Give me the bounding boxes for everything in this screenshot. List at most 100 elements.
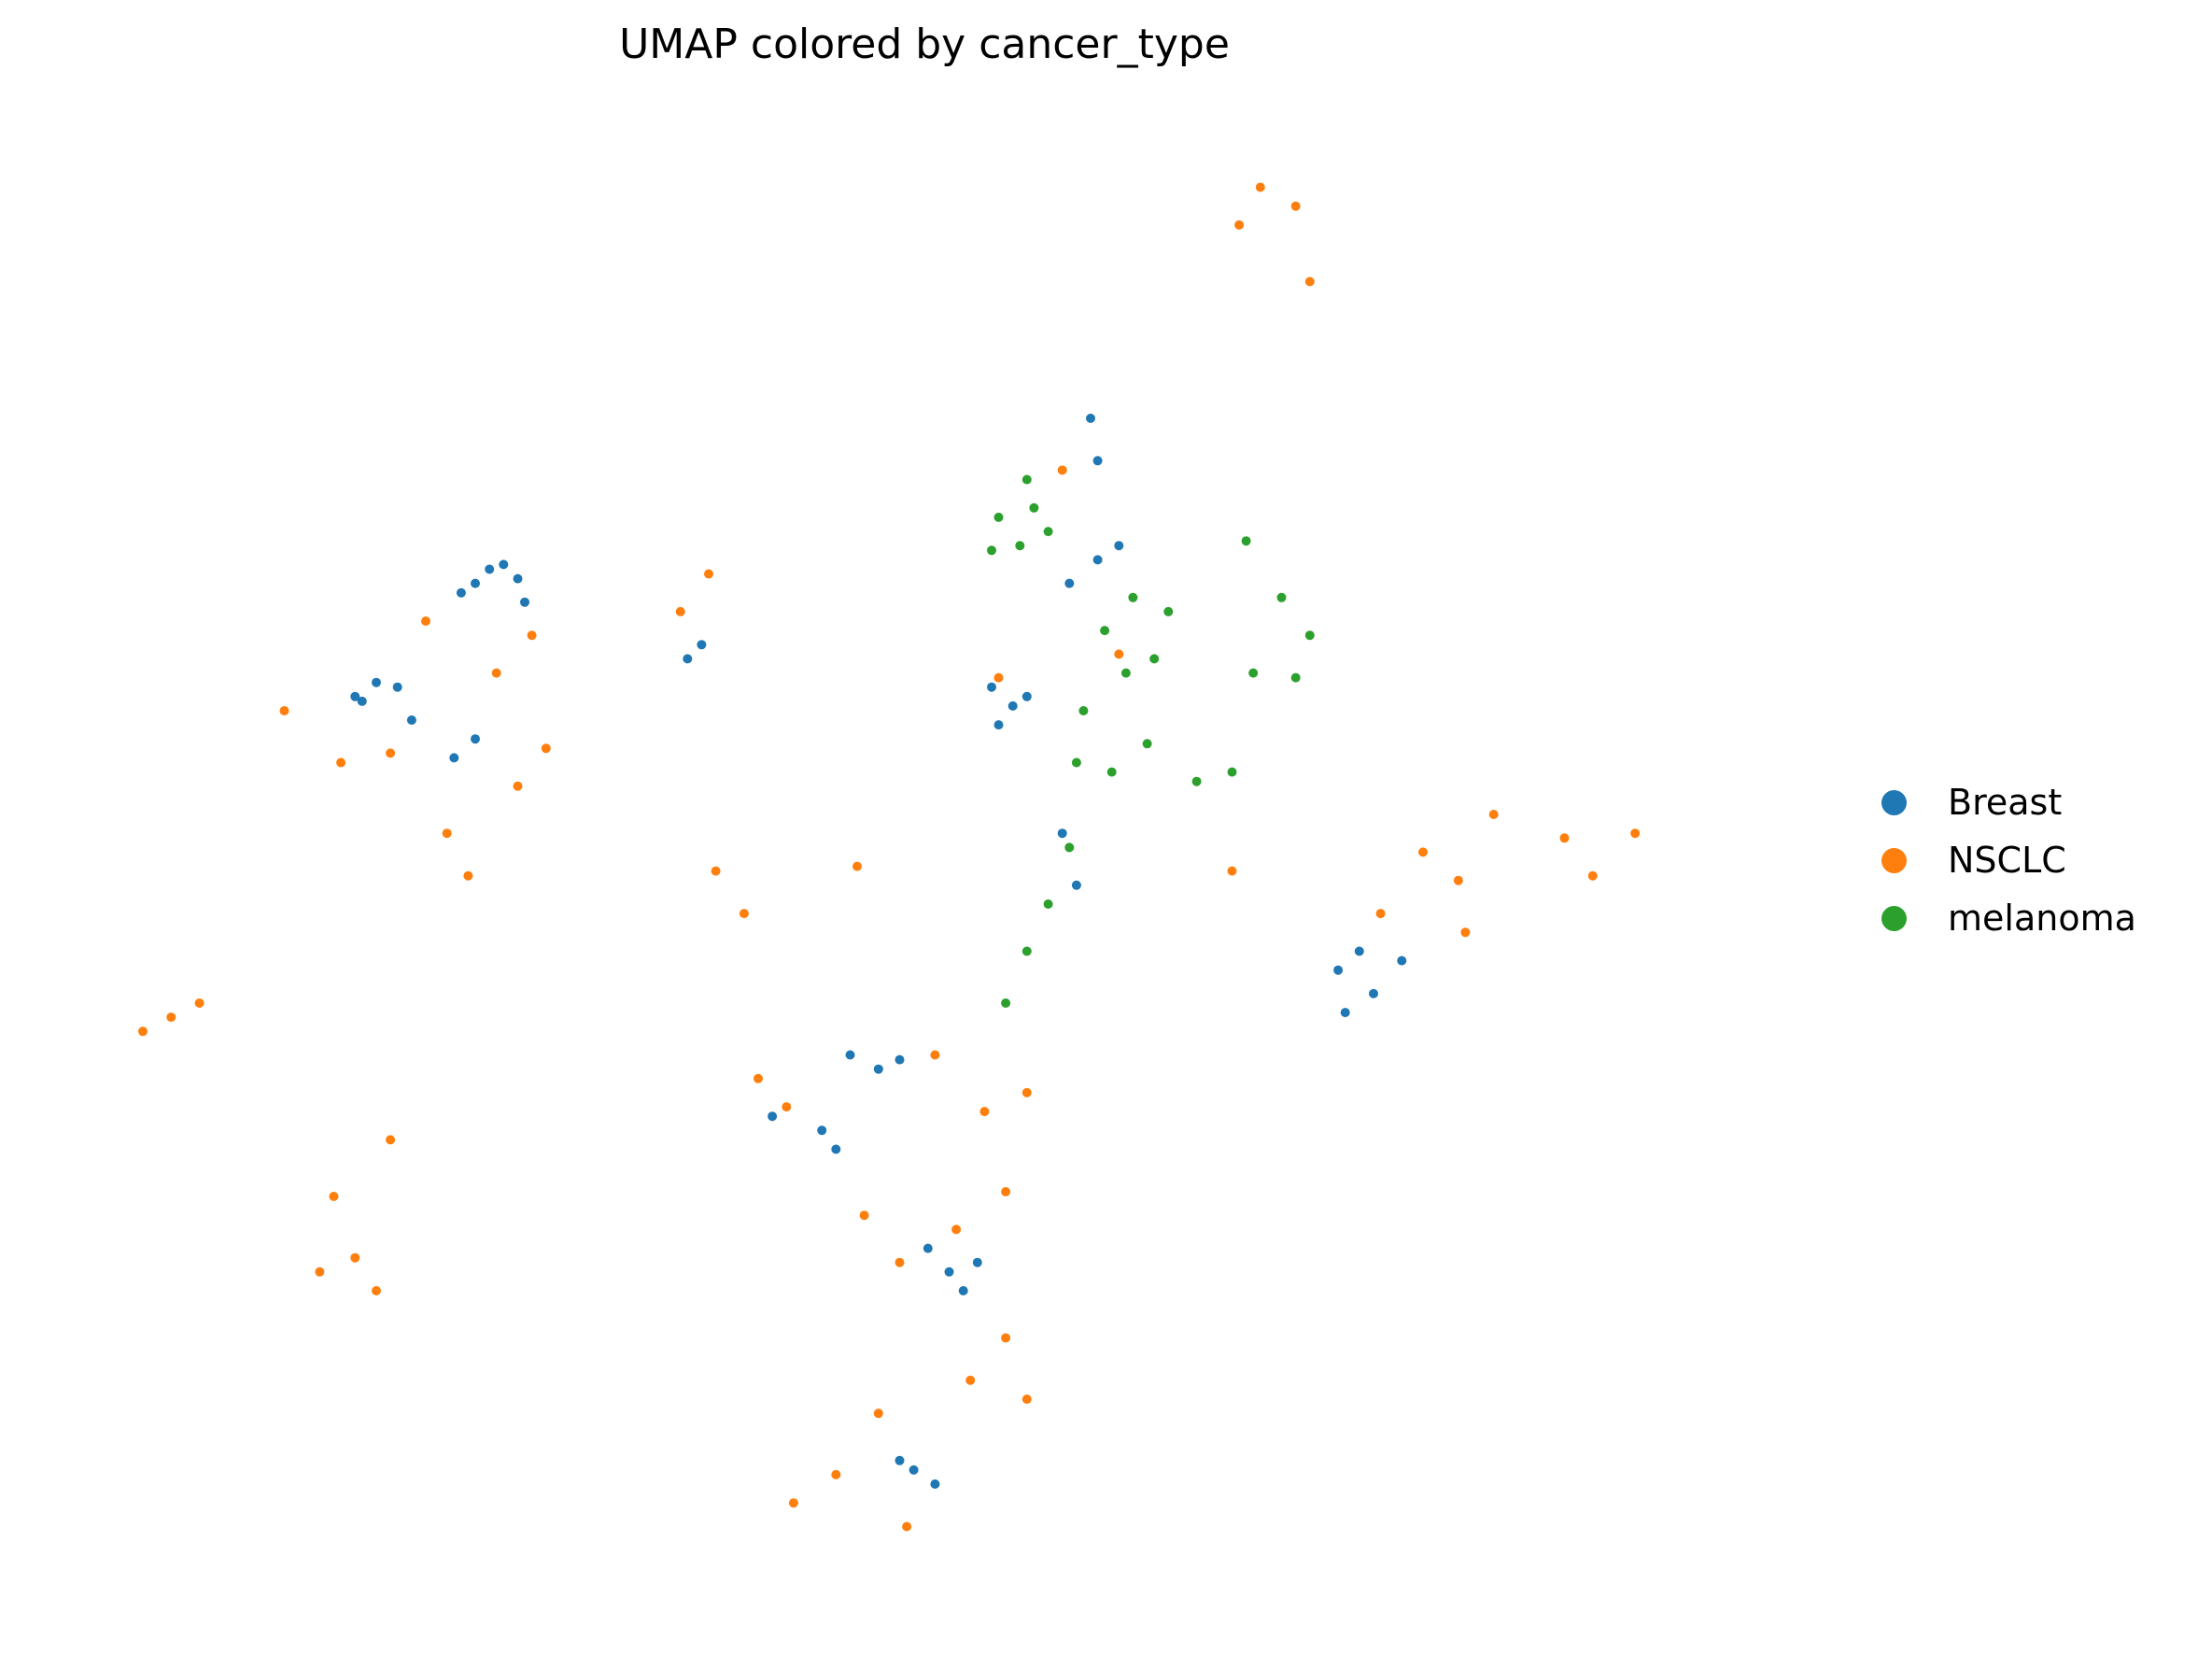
scatter-point-nsclc (831, 1469, 841, 1479)
scatter-point-melanoma (1241, 536, 1251, 546)
scatter-point-breast (372, 677, 381, 687)
scatter-point-nsclc (1587, 870, 1598, 881)
scatter-point-nsclc (1453, 875, 1463, 885)
legend-label-melanoma: melanoma (1948, 898, 2136, 939)
scatter-point-melanoma (1029, 502, 1039, 513)
scatter-point-breast (1333, 965, 1344, 975)
scatter-point-nsclc (350, 1252, 360, 1263)
scatter-point-breast (513, 573, 523, 584)
scatter-point-breast (1354, 946, 1364, 956)
legend-item-nsclc: NSCLC (1881, 831, 2136, 889)
scatter-point-nsclc (895, 1257, 905, 1267)
scatter-point-nsclc (965, 1375, 976, 1385)
scatter-point-breast (1057, 828, 1067, 839)
scatter-point-breast (768, 1111, 778, 1122)
scatter-point-breast (987, 682, 996, 692)
scatter-point-nsclc (541, 743, 551, 754)
scatter-point-melanoma (1304, 630, 1315, 641)
scatter-point-melanoma (1078, 706, 1089, 715)
scatter-point-melanoma (1120, 668, 1131, 678)
scatter-point-nsclc (1630, 828, 1641, 839)
scatter-point-breast (923, 1243, 933, 1253)
scatter-point-breast (449, 753, 459, 763)
scatter-point-nsclc (315, 1266, 325, 1277)
scatter-point-nsclc (1488, 810, 1499, 819)
scatter-point-breast (944, 1266, 954, 1277)
scatter-point-nsclc (421, 616, 430, 626)
scatter-point-nsclc (372, 1286, 381, 1295)
scatter-point-nsclc (1021, 1394, 1032, 1405)
scatter-point-breast (406, 715, 416, 725)
scatter-point-nsclc (1057, 465, 1067, 475)
scatter-point-breast (1092, 555, 1103, 565)
scatter-point-breast (1397, 955, 1407, 966)
scatter-point-breast (909, 1464, 919, 1475)
scatter-point-breast (958, 1286, 968, 1295)
scatter-point-melanoma (1248, 668, 1259, 678)
scatter-point-melanoma (1149, 654, 1160, 664)
scatter-point-breast (499, 559, 509, 570)
scatter-point-melanoma (1106, 767, 1117, 777)
scatter-point-nsclc (873, 1408, 883, 1419)
scatter-point-nsclc (527, 630, 537, 641)
scatter-point-nsclc (386, 748, 396, 758)
scatter-point-nsclc (782, 1102, 792, 1112)
scatter-point-breast (845, 1050, 855, 1060)
scatter-point-nsclc (1559, 833, 1570, 843)
scatter-plot-area (138, 182, 1641, 1532)
legend-marker-nsclc (1881, 847, 1907, 873)
scatter-point-nsclc (1418, 847, 1428, 857)
scatter-point-nsclc (1255, 182, 1265, 192)
scatter-point-melanoma (1128, 592, 1138, 602)
scatter-point-breast (1340, 1008, 1350, 1018)
scatter-point-melanoma (1142, 739, 1152, 749)
scatter-point-nsclc (491, 668, 501, 678)
scatter-point-breast (1114, 541, 1124, 551)
scatter-point-breast (471, 734, 480, 744)
scatter-point-nsclc (386, 1135, 396, 1145)
scatter-point-melanoma (1001, 998, 1011, 1008)
scatter-point-nsclc (711, 866, 721, 876)
legend-item-melanoma: melanoma (1881, 889, 2136, 947)
scatter-point-breast (895, 1054, 905, 1065)
scatter-point-melanoma (1290, 672, 1301, 683)
scatter-point-melanoma (1163, 606, 1174, 616)
scatter-point-nsclc (1021, 1087, 1032, 1097)
scatter-point-breast (350, 691, 360, 701)
scatter-point-nsclc (1227, 866, 1237, 876)
scatter-point-breast (993, 720, 1004, 730)
scatter-point-breast (1092, 456, 1103, 466)
scatter-point-breast (471, 578, 480, 588)
scatter-point-nsclc (279, 706, 289, 715)
scatter-point-breast (357, 696, 367, 706)
scatter-point-nsclc (513, 781, 523, 791)
scatter-point-melanoma (1071, 757, 1081, 768)
scatter-point-nsclc (704, 569, 713, 579)
scatter-point-nsclc (979, 1107, 990, 1117)
scatter-point-nsclc (463, 870, 473, 881)
scatter-point-melanoma (987, 545, 996, 556)
scatter-point-breast (831, 1144, 841, 1154)
scatter-point-melanoma (1227, 767, 1237, 777)
scatter-point-breast (683, 654, 693, 664)
scatter-point-melanoma (1043, 527, 1053, 537)
scatter-point-breast (817, 1125, 827, 1136)
scatter-point-nsclc (1001, 1187, 1011, 1196)
scatter-point-breast (392, 682, 402, 692)
scatter-point-nsclc (1290, 201, 1301, 211)
scatter-point-nsclc (442, 828, 452, 839)
scatter-point-nsclc (951, 1224, 962, 1235)
scatter-point-nsclc (1375, 909, 1386, 919)
scatter-point-nsclc (675, 606, 685, 616)
scatter-point-nsclc (859, 1210, 869, 1221)
scatter-point-nsclc (1304, 276, 1315, 287)
scatter-point-melanoma (1100, 626, 1110, 636)
scatter-point-melanoma (1021, 946, 1032, 956)
legend-label-nsclc: NSCLC (1948, 840, 2066, 881)
scatter-point-breast (1071, 880, 1081, 890)
scatter-point-breast (1021, 691, 1032, 701)
scatter-point-nsclc (788, 1498, 798, 1508)
scatter-point-nsclc (930, 1050, 940, 1060)
scatter-point-melanoma (1064, 842, 1075, 853)
scatter-point-breast (1369, 988, 1378, 998)
